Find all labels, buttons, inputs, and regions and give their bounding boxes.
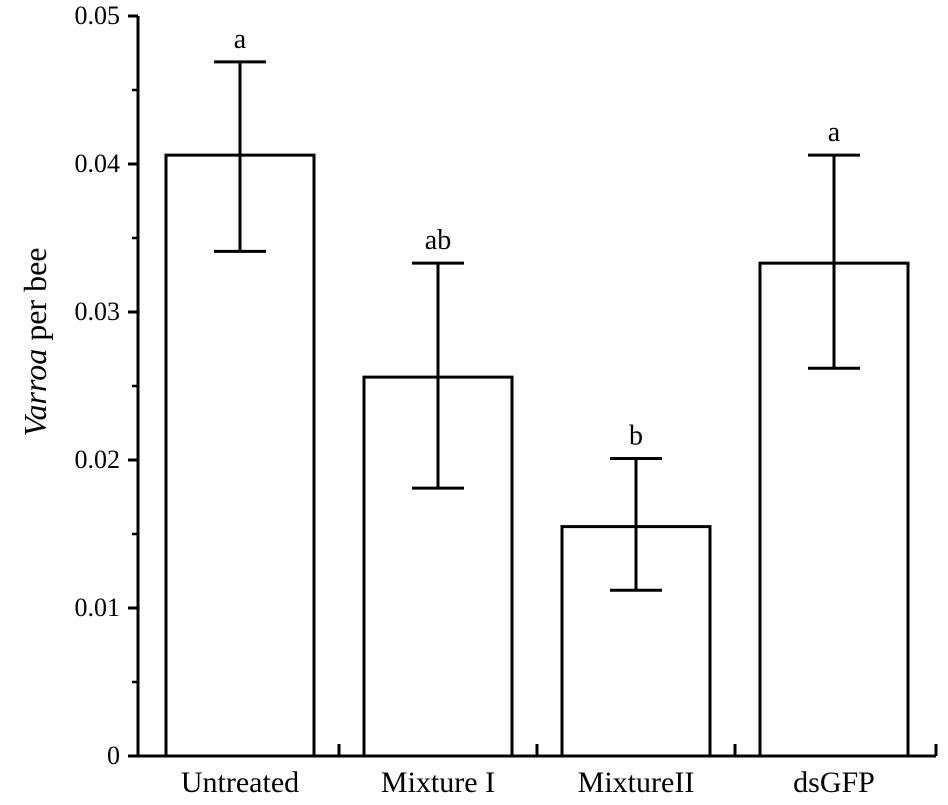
- y-tick-label: 0.02: [75, 445, 121, 474]
- y-axis-label-rest: per bee: [17, 248, 53, 349]
- x-tick-label: dsGFP: [793, 766, 875, 799]
- significance-label: a: [828, 117, 841, 148]
- y-tick-label: 0.05: [75, 1, 121, 30]
- y-axis-label-italic: Varroa: [17, 349, 53, 437]
- error-bars-layer: [214, 60, 860, 592]
- x-tick-label: Untreated: [181, 766, 299, 799]
- y-tick-label: 0.01: [75, 593, 121, 622]
- labels-layer: a ab b a Untreated Mixture I MixtureII dsGFP: [181, 24, 875, 799]
- y-axis-label: Varroa per bee: [17, 248, 53, 437]
- x-tick-label: MixtureII: [578, 766, 695, 799]
- significance-label: ab: [425, 225, 451, 256]
- x-tick-label: Mixture I: [381, 766, 495, 799]
- y-tick-label: 0.03: [75, 297, 121, 326]
- y-tick-label: 0.04: [75, 149, 121, 178]
- bar: [164, 153, 316, 758]
- bars-layer: [164, 153, 910, 758]
- significance-label: b: [629, 421, 643, 452]
- significance-label: a: [234, 24, 247, 55]
- y-tick-label: 0: [107, 741, 120, 770]
